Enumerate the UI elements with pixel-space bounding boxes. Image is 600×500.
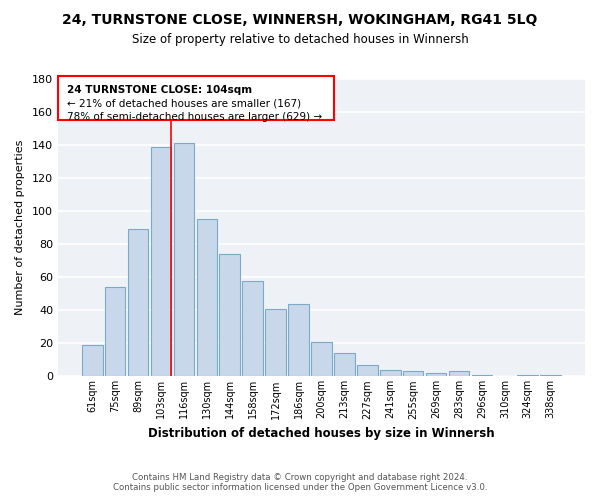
Bar: [311, 342, 332, 376]
Bar: [288, 304, 309, 376]
Bar: [265, 308, 286, 376]
Bar: [426, 373, 446, 376]
Text: 24, TURNSTONE CLOSE, WINNERSH, WOKINGHAM, RG41 5LQ: 24, TURNSTONE CLOSE, WINNERSH, WOKINGHAM…: [62, 12, 538, 26]
X-axis label: Distribution of detached houses by size in Winnersh: Distribution of detached houses by size …: [148, 427, 495, 440]
Bar: [541, 374, 561, 376]
Bar: [380, 370, 401, 376]
Y-axis label: Number of detached properties: Number of detached properties: [15, 140, 25, 316]
Bar: [82, 345, 103, 376]
Bar: [105, 287, 125, 376]
Text: ← 21% of detached houses are smaller (167): ← 21% of detached houses are smaller (16…: [67, 98, 301, 108]
Bar: [173, 144, 194, 376]
Text: Contains HM Land Registry data © Crown copyright and database right 2024.
Contai: Contains HM Land Registry data © Crown c…: [113, 473, 487, 492]
Bar: [472, 374, 492, 376]
Bar: [242, 280, 263, 376]
Bar: [220, 254, 240, 376]
Bar: [517, 374, 538, 376]
Bar: [449, 372, 469, 376]
Bar: [151, 146, 171, 376]
Bar: [357, 365, 377, 376]
Text: 24 TURNSTONE CLOSE: 104sqm: 24 TURNSTONE CLOSE: 104sqm: [67, 84, 252, 94]
Bar: [403, 372, 424, 376]
Text: Size of property relative to detached houses in Winnersh: Size of property relative to detached ho…: [131, 32, 469, 46]
Bar: [197, 220, 217, 376]
Bar: [128, 230, 148, 376]
Text: 78% of semi-detached houses are larger (629) →: 78% of semi-detached houses are larger (…: [67, 112, 322, 122]
Bar: [334, 354, 355, 376]
